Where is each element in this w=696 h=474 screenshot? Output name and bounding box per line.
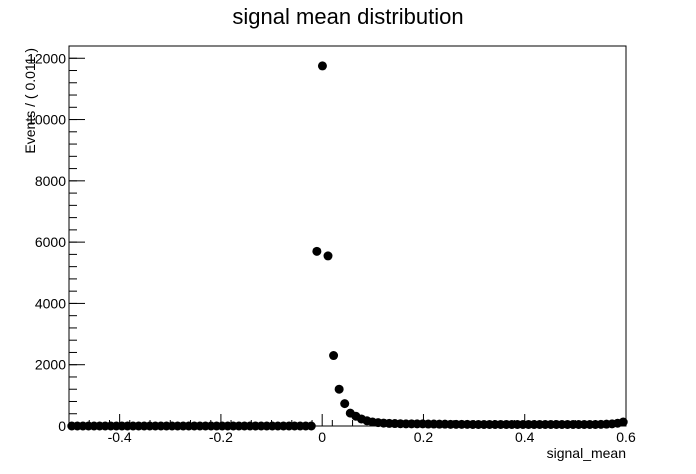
- y-axis-label: Events / ( 0.011 ): [22, 48, 38, 154]
- y-tick-label: 0: [58, 418, 66, 434]
- x-axis-label: signal_mean: [547, 445, 626, 461]
- chart-title: signal mean distribution: [232, 4, 463, 29]
- data-point: [317, 61, 327, 71]
- x-tick-label: 0: [318, 429, 326, 445]
- x-tick-label: 0.2: [414, 429, 434, 445]
- data-points: [67, 61, 628, 431]
- x-tick-label: 0.4: [515, 429, 535, 445]
- x-tick-label: -0.2: [209, 429, 233, 445]
- y-tick-label: 6000: [35, 234, 66, 250]
- y-axis-ticks: 0 2000 4000 6000 8000 10000 12000: [27, 45, 85, 434]
- y-tick-label: 2000: [35, 357, 66, 373]
- data-point: [340, 399, 350, 409]
- x-tick-label: 0.6: [616, 429, 636, 445]
- data-point: [306, 421, 316, 431]
- y-tick-label: 8000: [35, 173, 66, 189]
- data-point: [334, 384, 344, 394]
- data-point: [329, 351, 339, 361]
- y-tick-label: 4000: [35, 295, 66, 311]
- data-point: [323, 251, 333, 261]
- data-point: [312, 246, 322, 256]
- y-tick-label: 12000: [27, 50, 66, 66]
- x-tick-label: -0.4: [108, 429, 132, 445]
- y-tick-label: 10000: [27, 112, 66, 128]
- plot-frame: [68, 45, 627, 427]
- data-point: [618, 417, 628, 427]
